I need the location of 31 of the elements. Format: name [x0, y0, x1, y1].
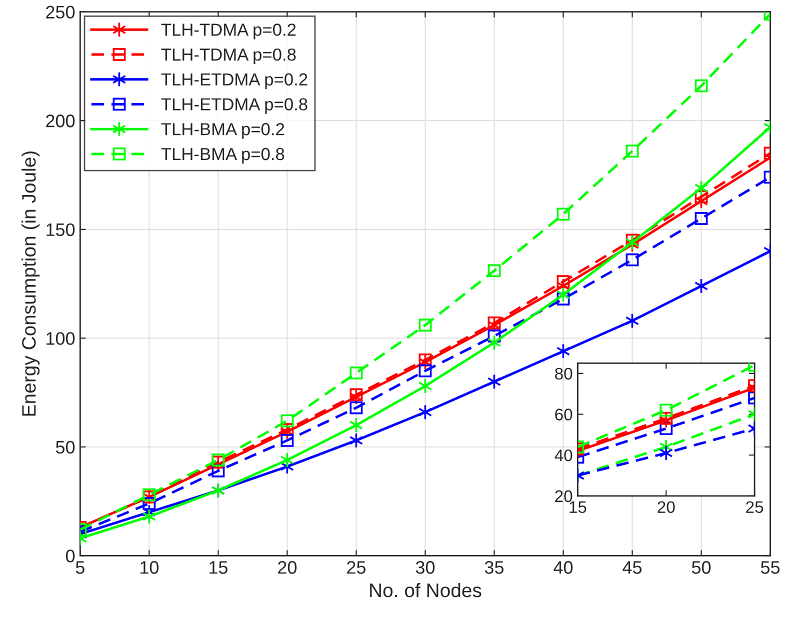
y-tick-label: 250 — [46, 6, 75, 19]
y-tick-label: 40 — [554, 449, 572, 462]
x-tick-label: 25 — [746, 501, 764, 514]
x-tick-label: 35 — [484, 561, 504, 574]
x-tick-label: 10 — [140, 561, 159, 574]
x-tick-label: 20 — [278, 561, 297, 574]
legend-label: TLH-TDMA p=0.8 — [161, 48, 296, 64]
x-tick-label: 55 — [760, 561, 780, 574]
y-tick-label: 60 — [555, 408, 572, 420]
x-tick-label: 30 — [416, 561, 435, 574]
y-tick-label: 80 — [555, 368, 572, 380]
legend-label: TLH-ETDMA p=0.2 — [161, 73, 308, 90]
y-tick-label: 20 — [555, 490, 572, 502]
x-tick-label: 5 — [76, 561, 84, 574]
legend-label: TLH-TDMA p=0.2 — [161, 24, 296, 40]
y-tick-label: 200 — [46, 114, 75, 128]
x-tick-label: 20 — [658, 501, 675, 514]
legend-label: TLH-BMA p=0.8 — [161, 148, 284, 164]
y-tick-label: 150 — [46, 223, 75, 236]
x-axis-title: No. of Nodes — [370, 582, 482, 598]
x-tick-label: 45 — [622, 561, 642, 574]
y-tick-label: 100 — [46, 332, 75, 345]
y-tick-label: 50 — [56, 440, 75, 454]
x-tick-label: 15 — [210, 561, 228, 574]
y-tick-label: 0 — [66, 550, 75, 562]
y-axis-title: Energy Consumption (in Joule) — [22, 152, 40, 416]
x-tick-label: 15 — [570, 501, 586, 514]
x-tick-label: 25 — [347, 561, 366, 574]
legend-label: TLH-BMA p=0.2 — [161, 123, 284, 139]
legend-label: TLH-ETDMA p=0.8 — [161, 98, 308, 114]
x-tick-label: 50 — [692, 561, 711, 574]
